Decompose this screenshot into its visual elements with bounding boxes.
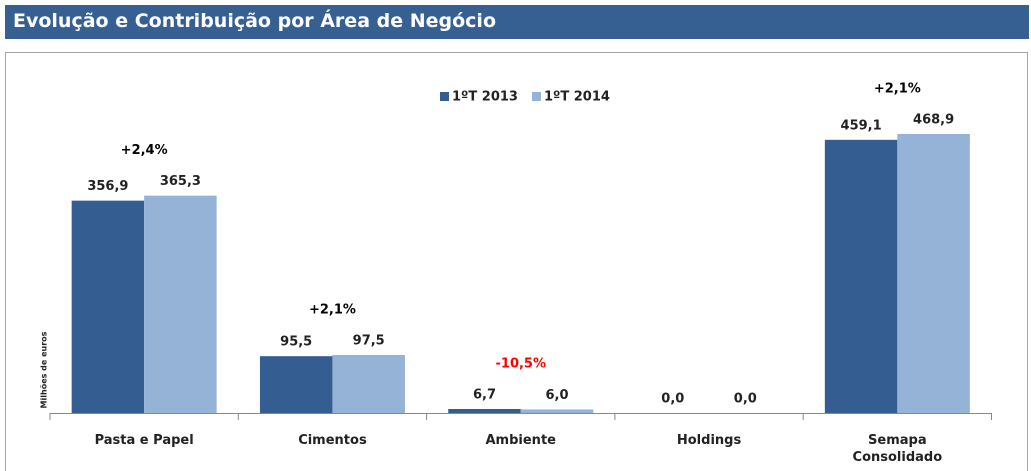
value-label: 459,1: [841, 118, 882, 133]
chart-border: [5, 52, 1028, 471]
value-label: 0,0: [734, 392, 757, 407]
annotation: +2,4%: [121, 143, 168, 158]
value-label: 97,5: [353, 333, 385, 348]
y-axis-label: Milhões de euros: [40, 331, 49, 408]
bar: [332, 354, 405, 413]
annotation: +2,1%: [309, 302, 356, 317]
chart-title: Evolução e Contribuição por Área de Negó…: [13, 10, 496, 32]
bar: [520, 409, 594, 413]
x-tick-label: Holdings: [676, 433, 742, 448]
bar: [448, 409, 521, 413]
value-label: 365,3: [160, 174, 201, 189]
x-tick-label: Ambiente: [485, 433, 556, 448]
title-bar: Evolução e Contribuição por Área de Negó…: [5, 5, 1029, 39]
value-label: 468,9: [913, 113, 954, 128]
legend-label: 1ºT 2014: [544, 90, 610, 105]
value-label: 0,0: [661, 392, 684, 407]
bar: [144, 195, 217, 413]
value-label: 95,5: [280, 335, 312, 350]
value-label: 6,7: [473, 388, 496, 403]
x-tick-label: Pasta e Papel: [94, 433, 194, 448]
legend-swatch: [440, 92, 449, 101]
annotation: -10,5%: [496, 357, 547, 372]
value-label: 6,0: [545, 388, 568, 403]
bar: [259, 356, 333, 413]
bar: [897, 134, 970, 413]
value-label: 356,9: [87, 179, 128, 194]
legend-swatch: [531, 92, 541, 101]
annotation: +2,1%: [874, 82, 921, 97]
legend-label: 1ºT 2013: [452, 90, 518, 105]
x-tick-label: Semapa Consolidado: [852, 433, 943, 465]
bar: [824, 139, 898, 413]
bar: [71, 200, 145, 413]
x-tick-label: Cimentos: [298, 433, 367, 448]
